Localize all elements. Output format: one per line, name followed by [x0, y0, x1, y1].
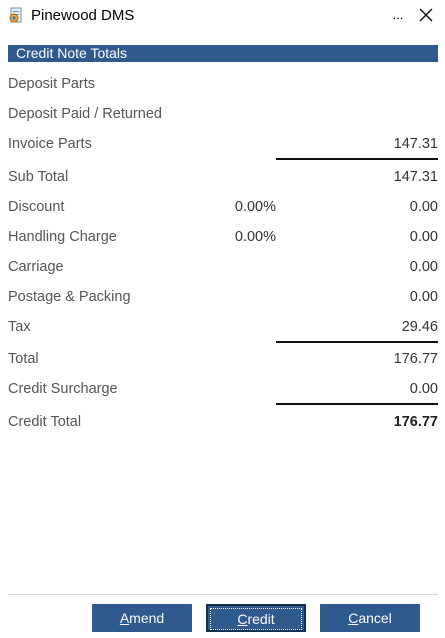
title-bar: Pinewood DMS ...: [0, 0, 445, 32]
row-label: Postage & Packing: [8, 289, 131, 305]
row-label: Credit Surcharge: [8, 381, 118, 397]
cancel-accesskey: C: [348, 610, 359, 626]
row-label: Invoice Parts: [8, 136, 92, 152]
row-label: Discount: [8, 199, 65, 215]
row-label: Total: [8, 351, 39, 367]
row-value: 147.31: [393, 136, 438, 152]
credit-focus-ring: Credit: [210, 608, 302, 630]
row-invoice-parts: Invoice Parts 147.31: [8, 134, 438, 154]
section-header: Credit Note Totals: [8, 45, 438, 62]
row-credit-surcharge: Credit Surcharge 0.00: [8, 379, 438, 399]
row-deposit-paid-returned: Deposit Paid / Returned: [8, 104, 438, 124]
window-title: Pinewood DMS: [31, 7, 135, 24]
row-deposit-parts: Deposit Parts: [8, 74, 438, 94]
amend-accesskey: A: [119, 610, 130, 626]
row-carriage: Carriage 0.00: [8, 257, 438, 277]
row-label: Tax: [8, 319, 31, 335]
row-label: Credit Total: [8, 414, 82, 430]
row-sub-total: Sub Total 147.31: [8, 167, 438, 187]
cancel-button[interactable]: Cancel: [320, 604, 420, 632]
row-credit-total: Credit Total 176.77: [8, 412, 438, 432]
row-label: Deposit Parts: [8, 76, 96, 92]
total-rule: [276, 341, 438, 343]
credit-accesskey: C: [237, 611, 248, 627]
row-label: Carriage: [8, 259, 64, 275]
row-value: 0.00: [409, 199, 438, 215]
credit-total-value: 176.77: [393, 414, 438, 430]
more-options-icon[interactable]: ...: [392, 7, 404, 22]
cancel-label: ancel: [358, 610, 392, 626]
row-discount: Discount 0.00% 0.00: [8, 197, 438, 217]
pinewood-app-icon: [9, 7, 22, 23]
amend-label: mend: [129, 610, 165, 626]
row-value: 0.00: [409, 289, 438, 305]
handling-percent: 0.00%: [234, 229, 276, 245]
subtotal-rule: [276, 158, 438, 160]
row-label: Handling Charge: [8, 229, 117, 245]
row-handling-charge: Handling Charge 0.00% 0.00: [8, 227, 438, 247]
row-value: 0.00: [409, 259, 438, 275]
row-postage-packing: Postage & Packing 0.00: [8, 287, 438, 307]
row-value: 29.46: [401, 319, 438, 335]
row-value: 0.00: [409, 229, 438, 245]
row-label: Deposit Paid / Returned: [8, 106, 162, 122]
row-value: 147.31: [393, 169, 438, 185]
footer-separator: [8, 594, 438, 595]
discount-percent: 0.00%: [234, 199, 276, 215]
row-label: Sub Total: [8, 169, 69, 185]
row-total: Total 176.77: [8, 349, 438, 369]
credit-total-rule: [276, 403, 438, 405]
amend-button[interactable]: Amend: [92, 604, 192, 632]
row-value: 176.77: [393, 351, 438, 367]
close-icon[interactable]: [417, 6, 435, 24]
row-tax: Tax 29.46: [8, 317, 438, 337]
credit-button[interactable]: Credit: [206, 604, 306, 632]
row-value: 0.00: [409, 381, 438, 397]
credit-label: redit: [247, 611, 275, 627]
